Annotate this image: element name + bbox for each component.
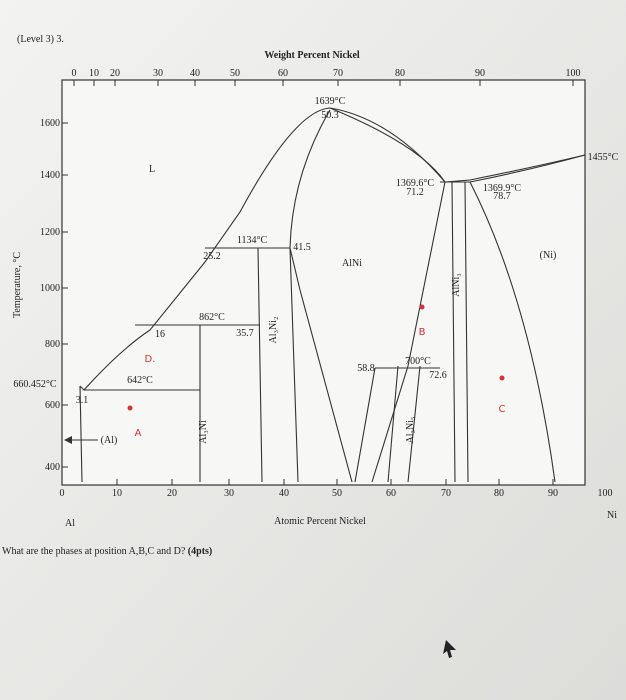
top-tick-label: 40 [190,68,200,79]
annotation: 1369.6°C [396,178,434,189]
bottom-tick-label: 50 [332,488,342,499]
right-end-label: Ni [607,510,617,521]
top-tick-label: 100 [566,68,581,79]
alni-left-boundary [289,109,353,483]
left-end-label: Al [65,518,75,529]
bottom-tick-label: 20 [167,488,177,499]
annotation: 1455°C [588,152,619,163]
annotation: 1369.9°C [483,183,521,194]
bottom-tick-label: 60 [386,488,396,499]
left-tick-label: 1200 [40,227,60,238]
top-tick-label: 90 [475,68,485,79]
line-58-8 [354,367,376,483]
phase-diagram [61,79,586,486]
left-axis-title: Temperature, °C [12,252,23,318]
handwritten-letter: D. [145,354,156,365]
left-tick-label: 1600 [40,118,60,129]
liquidus [79,107,586,391]
top-tick-label: 60 [278,68,288,79]
left-tick-label: 400 [45,462,60,473]
annotation: 862°C [199,312,225,323]
annotation: AlNi₃ [451,273,462,297]
annotation: 78.7 [493,191,511,202]
annotation: L [149,164,155,175]
mouse-cursor [443,640,456,658]
annotation: 1639°C [315,96,346,107]
left-tick-label: 600 [45,400,60,411]
alni3-region [451,181,469,483]
annotation: (Al) [101,435,118,446]
annotation: 700°C [405,356,431,367]
annotation: 58.8 [357,363,375,374]
bottom-tick-label: 90 [548,488,558,499]
top-tick-label: 10 [89,68,99,79]
handwritten-letter: A [135,428,142,439]
question-text: What are the phases at position A,B,C an… [2,546,186,557]
title: (Level 3) 3. [17,34,64,45]
bottom-axis-title: Atomic Percent Nickel [274,516,366,527]
annotation: AlNi [342,258,362,269]
al3ni5-region [387,365,421,483]
top-tick-label: 50 [230,68,240,79]
al3ni2-region [257,247,299,483]
bottom-tick-label: 30 [224,488,234,499]
handwritten-letter: B [419,327,426,338]
bottom-tick-label: 10 [112,488,122,499]
handwritten-letter: C [499,404,506,415]
annotation: 25.2 [203,251,221,262]
annotation: (Ni) [540,250,557,261]
ni-solidus [469,154,586,183]
al-arrowhead [64,436,72,444]
annotation: 642°C [127,375,153,386]
al-solvus [79,385,83,483]
annotation: Al₃Ni₂ [268,317,279,344]
left-tick-label: 1000 [40,283,60,294]
handwritten-dot [419,304,425,310]
handwritten-dot [499,375,505,381]
bottom-tick-label: 80 [494,488,504,499]
top-tick-label: 80 [395,68,405,79]
question: What are the phases at position A,B,C an… [2,546,212,557]
top-tick-label: 30 [153,68,163,79]
bottom-tick-label: 0 [60,488,65,499]
annotation: 16 [155,329,165,340]
top-tick-label: 0 [72,68,77,79]
bottom-tick-label: 70 [441,488,451,499]
handwritten-dot [127,405,133,411]
bottom-tick-label: 40 [279,488,289,499]
left-tick-label: 1400 [40,170,60,181]
annotation: 41.5 [293,242,311,253]
ni-solvus [469,181,556,483]
annotation: 71.2 [406,187,424,198]
annotation: 660.452°C [13,379,56,390]
top-tick-label: 20 [110,68,120,79]
annotation: Al₃Ni₅ [405,417,416,444]
annotation: 72.6 [429,370,447,381]
top-tick-label: 70 [333,68,343,79]
annotation: 35.7 [236,328,254,339]
annotation: 1134°C [237,235,268,246]
bottom-tick-label: 100 [598,488,613,499]
annotation: 50.3 [321,110,339,121]
top-axis-title: Weight Percent Nickel [264,50,360,61]
question-points: (4pts) [188,546,212,557]
left-tick-label: 800 [45,339,60,350]
annotation: 3.1 [76,395,89,406]
annotation: Al₃Ni [198,420,209,444]
plot-frame [61,79,586,486]
